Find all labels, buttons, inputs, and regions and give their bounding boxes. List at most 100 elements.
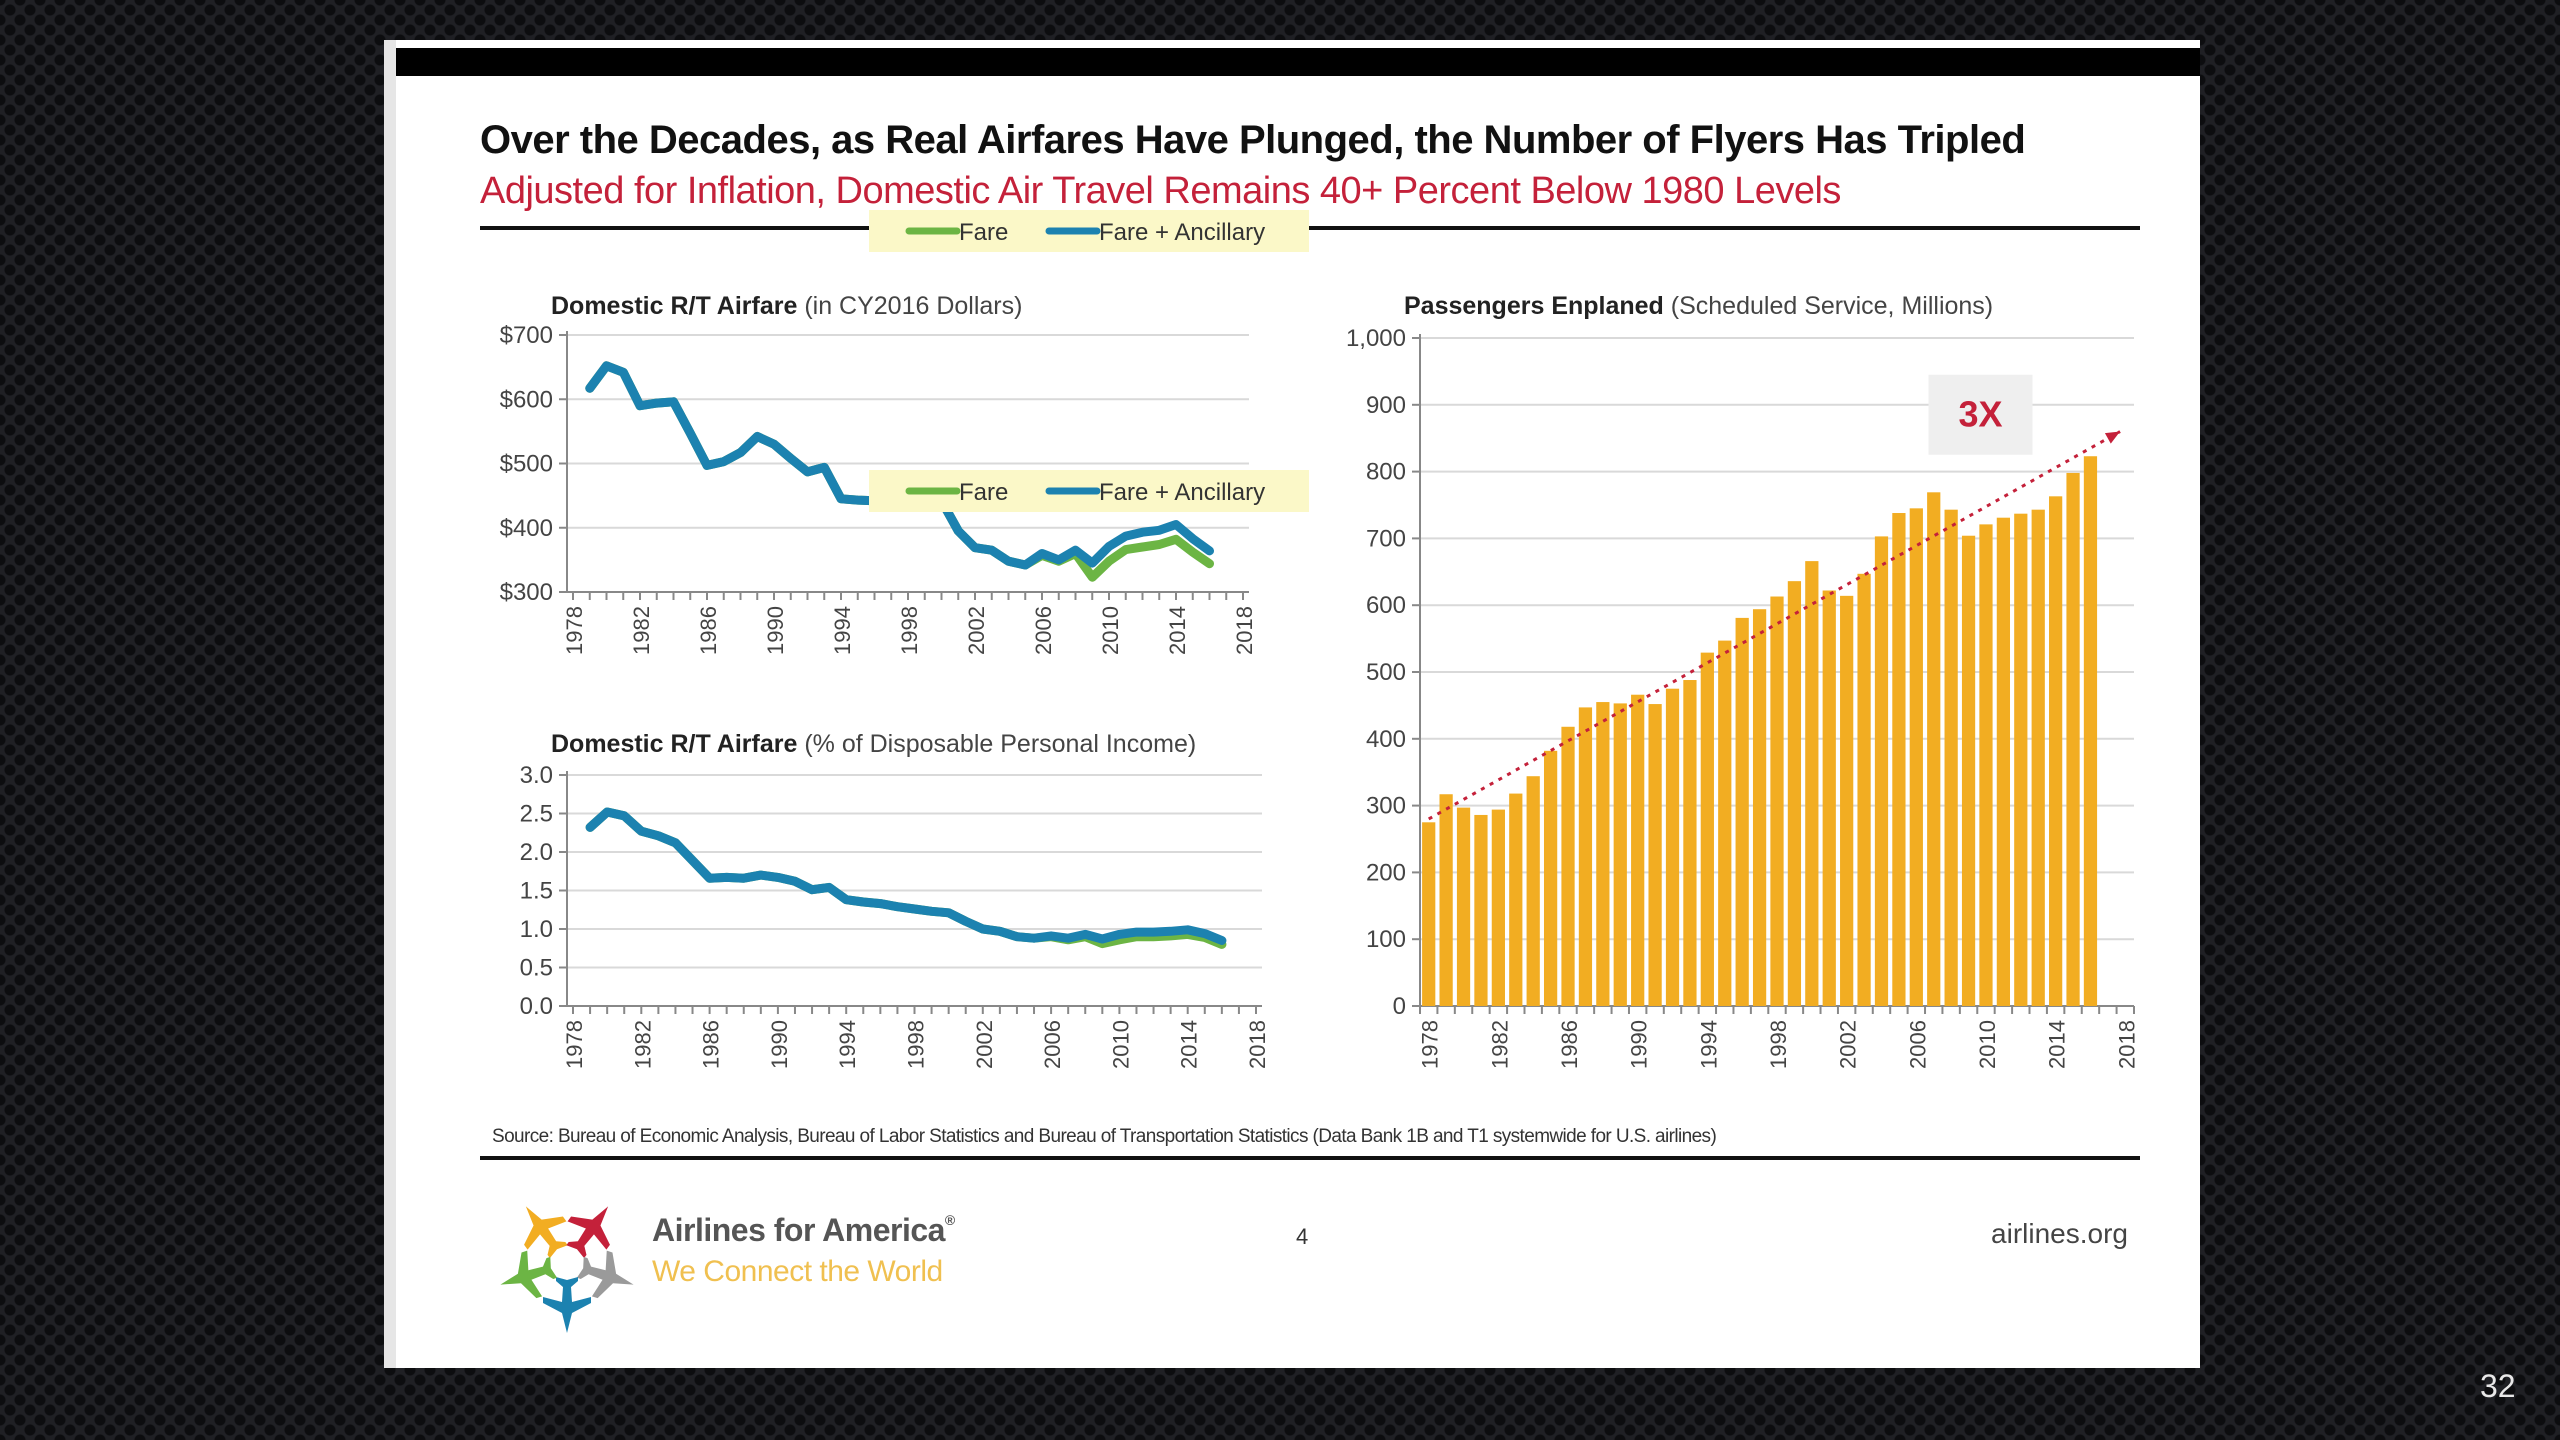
- x-tick-label: 2010: [1975, 1020, 2000, 1069]
- chart-1-axes: 0.0 0.5 1.0 1.5 2.0 2.5 3.0: [520, 762, 1262, 1020]
- registered-mark: ®: [944, 1212, 955, 1228]
- chart-0-axes: $300 $400 $500 $600 $700: [500, 322, 1249, 606]
- legend-label-fare: Fare: [959, 479, 1008, 506]
- x-tick-label: 2018: [2114, 1020, 2139, 1069]
- bar-2009: [1961, 535, 1976, 1006]
- bar-1987: [1578, 707, 1593, 1006]
- bar-1994: [1700, 652, 1714, 1006]
- y-tick-label: $500: [500, 451, 553, 478]
- x-tick-label: 2006: [1905, 1020, 1930, 1069]
- y-tick-label: $700: [500, 322, 553, 349]
- y-tick-label: $400: [500, 515, 553, 542]
- y-tick-label: 2.5: [520, 801, 553, 828]
- y-tick-label: 3.0: [520, 762, 553, 789]
- plane-icon-red: [566, 1206, 610, 1259]
- x-tick-label: 1978: [562, 1020, 587, 1069]
- y-tick-label: 400: [1366, 726, 1406, 753]
- bar-2001: [1822, 590, 1836, 1006]
- website-link[interactable]: airlines.org: [1991, 1218, 2128, 1249]
- bar-1997: [1752, 609, 1767, 1006]
- bar-1989: [1613, 703, 1627, 1006]
- y-tick-label: 1,000: [1346, 325, 1406, 352]
- series-line-fare-ancillary: [585, 361, 1214, 570]
- x-tick-label: 1990: [1627, 1020, 1652, 1069]
- x-tick-label: 1986: [696, 606, 721, 655]
- brand-name-text: Airlines for America: [652, 1212, 945, 1248]
- bar-1981: [1474, 814, 1488, 1006]
- y-tick-label: 600: [1366, 592, 1406, 619]
- chart-airfare-dollars: Domestic R/T Airfare (in CY2016 Dollars)…: [500, 210, 2139, 1069]
- bar-1992: [1665, 688, 1680, 1006]
- y-tick-label: 0.5: [520, 955, 553, 982]
- x-tick-label: 1990: [767, 1020, 792, 1069]
- bar-1993: [1683, 680, 1697, 1006]
- x-tick-label: 2014: [1165, 606, 1190, 655]
- bar-1980: [1456, 807, 1471, 1006]
- bar-1985: [1543, 750, 1558, 1006]
- y-tick-label: $600: [500, 386, 553, 413]
- title-divider: [480, 226, 2140, 230]
- bar-2011: [1996, 517, 2011, 1006]
- bar-2008: [1944, 509, 1958, 1006]
- bar-2002: [1840, 595, 1854, 1006]
- brand-tagline: We Connect the World: [652, 1255, 943, 1288]
- chart-2-title-detail: (Scheduled Service, Millions): [1664, 292, 1993, 320]
- bar-1983: [1509, 793, 1523, 1006]
- plane-icon-orange: [524, 1206, 568, 1259]
- bar-1982: [1491, 809, 1505, 1006]
- plane-icon-green: [500, 1250, 558, 1299]
- x-tick-label: 1998: [904, 1020, 929, 1069]
- x-tick-label: 1994: [835, 1020, 860, 1069]
- bar-1979: [1439, 794, 1453, 1006]
- bar-2006: [1909, 508, 1923, 1006]
- x-tick-label: 2002: [972, 1020, 997, 1069]
- y-tick-label: 2.0: [520, 839, 553, 866]
- slide-header-bar: [396, 48, 2200, 76]
- bar-2014: [2049, 496, 2063, 1006]
- x-tick-label: 1982: [1487, 1020, 1512, 1069]
- x-tick-label: 1990: [763, 606, 788, 655]
- legend-label-fare-ancillary: Fare + Ancillary: [1099, 219, 1265, 246]
- bar-1998: [1770, 596, 1784, 1006]
- chart-1-title-bold: Domestic R/T Airfare: [551, 730, 797, 758]
- legend-label-fare-ancillary: Fare + Ancillary: [1099, 479, 1265, 506]
- presentation-slide-number: 32: [2480, 1368, 2516, 1404]
- bar-1996: [1735, 617, 1749, 1006]
- y-tick-label: 500: [1366, 659, 1406, 686]
- legend-label-fare: Fare: [959, 219, 1008, 246]
- chart-2-title: Passengers Enplaned (Scheduled Service, …: [1404, 292, 1993, 320]
- bar-1978: [1422, 822, 1436, 1006]
- bar-2012: [2014, 513, 2028, 1006]
- x-tick-label: 1978: [562, 606, 587, 655]
- x-tick-label: 1982: [630, 1020, 655, 1069]
- annotation-box: [1928, 374, 2033, 455]
- bar-2010: [1979, 524, 1993, 1006]
- x-tick-label: 2006: [1040, 1020, 1065, 1069]
- bar-1990: [1631, 694, 1645, 1006]
- plane-icon-blue: [543, 1277, 591, 1333]
- y-tick-label: 1.0: [520, 916, 553, 943]
- series-line-fare: [585, 807, 1227, 949]
- y-tick-label: $300: [500, 579, 553, 606]
- bar-1986: [1561, 726, 1575, 1006]
- x-tick-label: 2002: [964, 606, 989, 655]
- chart-0-legend: Fare Fare + Ancillary: [869, 210, 1309, 252]
- bar-2016: [2083, 456, 2098, 1007]
- y-tick-label: 0: [1393, 993, 1406, 1020]
- x-tick-label: 1986: [699, 1020, 724, 1069]
- y-tick-label: 0.0: [520, 993, 553, 1020]
- x-tick-label: 2018: [1232, 606, 1257, 655]
- bar-2000: [1805, 561, 1819, 1006]
- source-note: Source: Bureau of Economic Analysis, Bur…: [492, 1126, 1717, 1147]
- y-tick-label: 700: [1366, 525, 1406, 552]
- bar-2013: [2031, 509, 2045, 1006]
- chart-1-legend: Fare Fare + Ancillary: [869, 470, 1309, 512]
- page-number: 4: [1296, 1224, 1309, 1249]
- y-tick-label: 200: [1366, 859, 1406, 886]
- x-tick-label: 2010: [1108, 1020, 1133, 1069]
- x-tick-label: 2014: [2045, 1020, 2070, 1069]
- bar-2015: [2066, 472, 2080, 1006]
- chart-0-title: Domestic R/T Airfare (in CY2016 Dollars): [551, 292, 1022, 320]
- x-tick-label: 1982: [629, 606, 654, 655]
- bar-2005: [1892, 513, 1906, 1006]
